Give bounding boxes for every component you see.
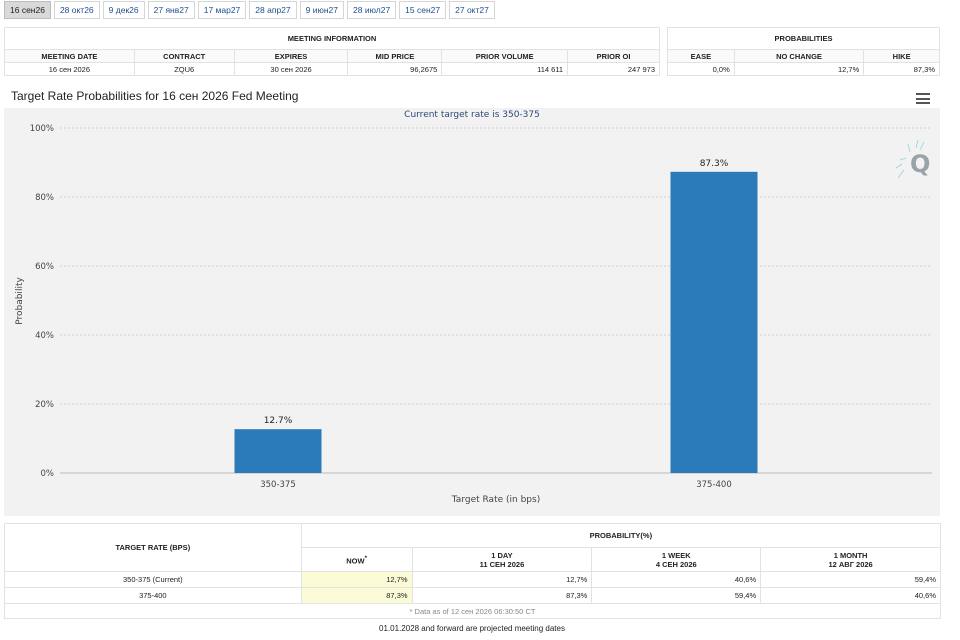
tab-meeting-9[interactable]: 15 сен27 xyxy=(399,1,447,19)
meeting-tabs: 16 сен26 28 окт26 9 дек26 27 янв27 17 ма… xyxy=(4,1,495,19)
ease-value: 0,0% xyxy=(667,62,735,76)
y-axis-label: Probability xyxy=(15,277,25,325)
hamburger-menu-icon[interactable] xyxy=(916,93,930,104)
tab-meeting-7[interactable]: 9 июн27 xyxy=(299,1,344,19)
row-label: 350-375 (Current) xyxy=(4,571,302,588)
probabilities-title: PROBABILITIES xyxy=(667,27,940,50)
hike-value: 87,3% xyxy=(863,62,940,76)
probability-bar-chart: 0% 20% 40% 60% 80% 100% 12.7% 87.3% 350-375 375… xyxy=(15,110,932,505)
tab-meeting-5[interactable]: 17 мар27 xyxy=(197,1,247,19)
column-1-week: 1 WEEK 4 СЕН 2026 xyxy=(591,547,762,572)
chart-bars: 12.7% 87.3% xyxy=(234,159,758,473)
expires-value: 30 сен 2026 xyxy=(233,62,349,76)
header-prior-volume: PRIOR VOLUME xyxy=(441,49,569,63)
target-rate-header: TARGET RATE (BPS) xyxy=(4,523,302,572)
tab-meeting-3[interactable]: 9 дек26 xyxy=(102,1,145,19)
cell-now: 12,7% xyxy=(300,571,413,588)
meeting-info-table: MEETING INFORMATION MEETING DATE CONTRAC… xyxy=(4,27,660,76)
bar-value-label: 87.3% xyxy=(700,159,729,169)
bar-value-label: 12.7% xyxy=(264,416,293,426)
row-label: 375-400 xyxy=(4,587,302,604)
y-tick-label: 80% xyxy=(35,193,54,203)
header-hike: HIKE xyxy=(863,49,940,63)
y-axis-ticks: 0% 20% 40% 60% 80% 100% xyxy=(30,124,54,479)
x-tick-label: 350-375 xyxy=(260,480,296,490)
column-1-month: 1 MONTH 12 АВГ 2026 xyxy=(760,547,941,572)
header-no-change: NO CHANGE xyxy=(733,49,865,63)
y-tick-label: 0% xyxy=(41,469,55,479)
column-now: NOW* xyxy=(300,547,413,572)
probabilities-table: PROBABILITIES EASE NO CHANGE HIKE 0,0% 1… xyxy=(667,27,940,76)
header-expires: EXPIRES xyxy=(233,49,349,63)
target-rate-probability-table: TARGET RATE (BPS) PROBABILITY(%) NOW* 1 … xyxy=(4,523,942,619)
chart-panel xyxy=(4,108,940,516)
cell-1-day: 87,3% xyxy=(411,587,593,604)
probability-header: PROBABILITY(%) xyxy=(300,523,942,548)
cell-1-week: 40,6% xyxy=(591,571,762,588)
x-tick-label: 375-400 xyxy=(696,480,732,490)
svg-text:Q: Q xyxy=(910,150,930,178)
tab-meeting-1[interactable]: 16 сен26 xyxy=(4,1,51,19)
contract-value: ZQU6 xyxy=(133,62,235,76)
header-mid-price: MID PRICE xyxy=(347,49,443,63)
cell-1-month: 59,4% xyxy=(760,571,941,588)
chart-gridlines xyxy=(60,127,932,405)
header-contract: CONTRACT xyxy=(133,49,235,63)
chart-title: Target Rate Probabilities for 16 сен 202… xyxy=(11,89,299,103)
header-prior-oi: PRIOR OI xyxy=(567,49,660,63)
y-tick-label: 100% xyxy=(30,124,54,134)
no-change-value: 12,7% xyxy=(733,62,865,76)
table-row: 350-375 (Current) 12,7% 12,7% 40,6% 59,4… xyxy=(4,571,941,588)
cell-1-month: 40,6% xyxy=(760,587,941,604)
chart-subtitle: Current target rate is 350-375 xyxy=(404,110,540,120)
prior-oi-value: 247 973 xyxy=(567,62,660,76)
tab-meeting-8[interactable]: 28 июл27 xyxy=(347,1,397,19)
column-1-day: 1 DAY 11 СЕН 2026 xyxy=(411,547,593,572)
watermark-q-logo-icon: Q xyxy=(895,139,930,179)
table-row: 375-400 87,3% 87,3% 59,4% 40,6% xyxy=(4,587,941,604)
x-axis-ticks: 350-375 375-400 xyxy=(260,480,732,490)
tab-meeting-6[interactable]: 28 апр27 xyxy=(249,1,297,19)
cell-1-day: 12,7% xyxy=(411,571,593,588)
header-meeting-date: MEETING DATE xyxy=(4,49,135,63)
mid-price-value: 96,2675 xyxy=(347,62,443,76)
meeting-info-title: MEETING INFORMATION xyxy=(4,27,660,50)
cell-now: 87,3% xyxy=(300,587,413,604)
meeting-date-value: 16 сен 2026 xyxy=(4,62,135,76)
cell-1-week: 59,4% xyxy=(591,587,762,604)
y-tick-label: 20% xyxy=(35,400,54,410)
bar[interactable] xyxy=(670,171,758,473)
tab-meeting-4[interactable]: 27 янв27 xyxy=(147,1,195,19)
data-timestamp-note: * Data as of 12 сен 2026 06:30:50 CT xyxy=(4,603,941,619)
prior-volume-value: 114 611 xyxy=(441,62,569,76)
bar[interactable] xyxy=(234,429,322,473)
projected-dates-note: 01.01.2028 and forward are projected mee… xyxy=(379,624,565,633)
tab-meeting-2[interactable]: 28 окт26 xyxy=(53,1,100,19)
x-axis-label: Target Rate (in bps) xyxy=(451,495,540,505)
header-ease: EASE xyxy=(667,49,735,63)
tab-meeting-10[interactable]: 27 окт27 xyxy=(449,1,495,19)
y-tick-label: 40% xyxy=(35,331,54,341)
y-tick-label: 60% xyxy=(35,262,54,272)
